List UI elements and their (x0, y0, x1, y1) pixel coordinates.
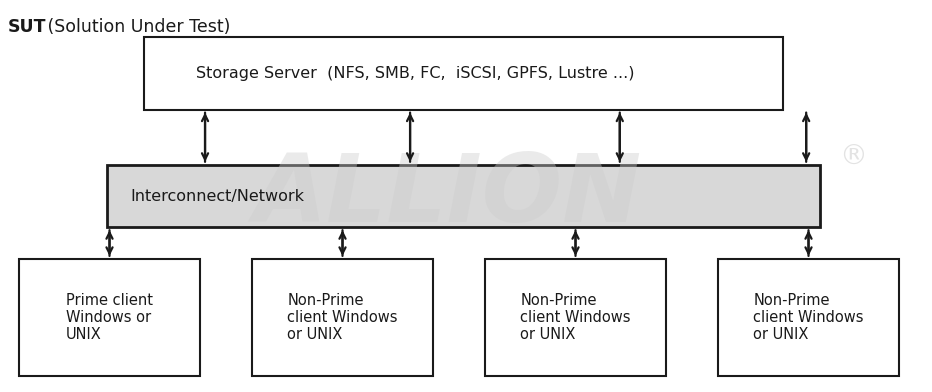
Text: ®: ® (839, 143, 867, 171)
Bar (485, 259, 666, 376)
Bar (252, 259, 433, 376)
Text: Non-Prime
client Windows
or UNIX: Non-Prime client Windows or UNIX (287, 292, 398, 343)
Bar (144, 37, 783, 110)
Text: Non-Prime
client Windows
or UNIX: Non-Prime client Windows or UNIX (753, 292, 864, 343)
Bar (718, 259, 899, 376)
Text: SUT: SUT (7, 18, 46, 36)
Text: Prime client
Windows or
UNIX: Prime client Windows or UNIX (66, 292, 153, 343)
Bar (19, 259, 200, 376)
Bar (107, 165, 820, 227)
Text: ALLION: ALLION (254, 150, 641, 242)
Text: Interconnect/Network: Interconnect/Network (130, 189, 305, 203)
Text: (Solution Under Test): (Solution Under Test) (42, 18, 230, 36)
Text: Storage Server  (NFS, SMB, FC,  iSCSI, GPFS, Lustre ...): Storage Server (NFS, SMB, FC, iSCSI, GPF… (196, 66, 634, 81)
Text: Non-Prime
client Windows
or UNIX: Non-Prime client Windows or UNIX (520, 292, 631, 343)
